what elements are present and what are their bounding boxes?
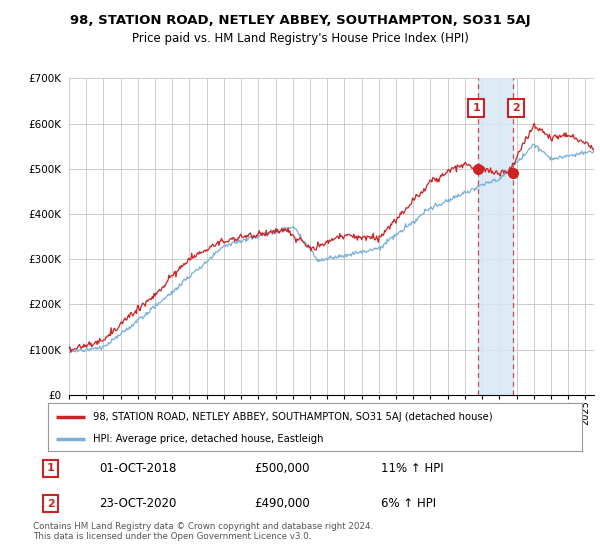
- Text: Contains HM Land Registry data © Crown copyright and database right 2024.
This d: Contains HM Land Registry data © Crown c…: [33, 522, 373, 542]
- Bar: [478, 78, 513, 395]
- Text: 1: 1: [47, 464, 55, 473]
- Text: £500,000: £500,000: [254, 462, 310, 475]
- Text: Price paid vs. HM Land Registry's House Price Index (HPI): Price paid vs. HM Land Registry's House …: [131, 32, 469, 45]
- Text: 01-OCT-2018: 01-OCT-2018: [99, 462, 176, 475]
- Text: £490,000: £490,000: [254, 497, 310, 510]
- Text: 1: 1: [472, 103, 480, 113]
- Text: 11% ↑ HPI: 11% ↑ HPI: [381, 462, 443, 475]
- Text: 98, STATION ROAD, NETLEY ABBEY, SOUTHAMPTON, SO31 5AJ (detached house): 98, STATION ROAD, NETLEY ABBEY, SOUTHAMP…: [94, 412, 493, 422]
- Text: 2: 2: [512, 103, 520, 113]
- Text: HPI: Average price, detached house, Eastleigh: HPI: Average price, detached house, East…: [94, 434, 324, 444]
- Text: 98, STATION ROAD, NETLEY ABBEY, SOUTHAMPTON, SO31 5AJ: 98, STATION ROAD, NETLEY ABBEY, SOUTHAMP…: [70, 14, 530, 27]
- Text: 2: 2: [47, 499, 55, 509]
- Text: 23-OCT-2020: 23-OCT-2020: [99, 497, 176, 510]
- Text: 6% ↑ HPI: 6% ↑ HPI: [381, 497, 436, 510]
